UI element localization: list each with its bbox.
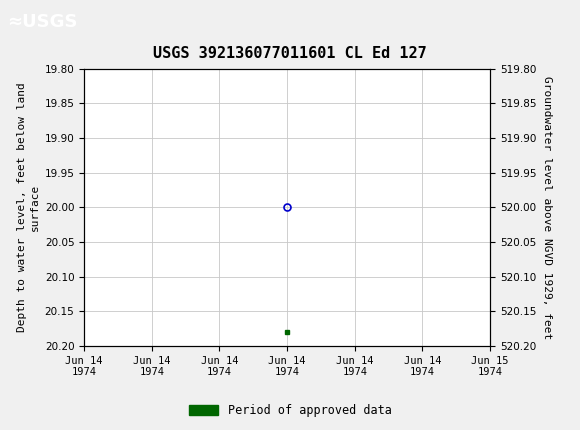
Y-axis label: Groundwater level above NGVD 1929, feet: Groundwater level above NGVD 1929, feet [542,76,552,339]
Text: USGS 392136077011601 CL Ed 127: USGS 392136077011601 CL Ed 127 [153,46,427,61]
Y-axis label: Depth to water level, feet below land
surface: Depth to water level, feet below land su… [17,83,41,332]
Legend: Period of approved data: Period of approved data [184,399,396,422]
Text: ≈USGS: ≈USGS [8,12,78,31]
